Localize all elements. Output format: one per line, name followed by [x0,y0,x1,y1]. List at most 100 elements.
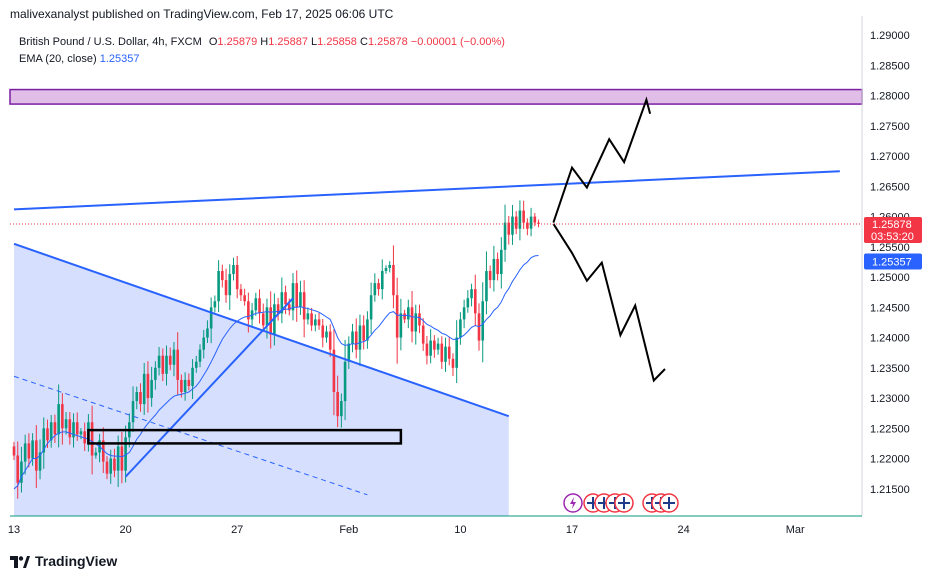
candle-body[interactable] [336,392,339,417]
candle-body[interactable] [407,307,410,320]
candle-body[interactable] [436,343,440,350]
candle-body[interactable] [325,331,328,338]
rising-trendline[interactable] [13,170,840,211]
candle-body[interactable] [198,349,202,362]
candle-body[interactable] [157,355,161,368]
support-box[interactable] [87,428,403,445]
candle-body[interactable] [529,216,533,229]
candle-body[interactable] [235,264,239,290]
candle-body[interactable] [462,307,466,320]
candle-body[interactable] [176,349,179,380]
candle-body[interactable] [377,283,380,290]
candle-body[interactable] [451,358,455,368]
candle-body[interactable] [191,367,194,386]
candle-body[interactable] [194,361,198,368]
candle-body[interactable] [358,325,362,350]
candle-body[interactable] [23,443,27,462]
candle-body[interactable] [105,461,109,474]
candle-body[interactable] [366,319,369,341]
candle-body[interactable] [369,295,373,320]
candle-body[interactable] [180,379,183,392]
candle-body[interactable] [101,440,105,462]
candle-body[interactable] [291,283,295,311]
candle-body[interactable] [447,346,451,359]
candle-body[interactable] [340,401,343,417]
candle-body[interactable] [314,319,317,326]
candle-body[interactable] [12,446,16,456]
candle-body[interactable] [299,292,302,308]
candle-body[interactable] [317,319,321,326]
falling-trendline[interactable] [13,242,510,418]
candle-body[interactable] [83,431,86,444]
candle-body[interactable] [254,298,258,311]
candle-body[interactable] [306,313,310,320]
candle-body[interactable] [518,210,522,229]
candle-body[interactable] [206,328,209,338]
candle-body[interactable] [373,283,377,296]
candle-body[interactable] [20,461,23,483]
candle-body[interactable] [116,446,120,471]
candle-body[interactable] [500,249,503,275]
candle-body[interactable] [187,379,191,386]
candle-body[interactable] [154,367,157,380]
candle-body[interactable] [42,428,46,453]
candle-body[interactable] [120,446,124,471]
candle-body[interactable] [265,307,269,326]
bearish-projection-path[interactable] [552,223,666,383]
candle-body[interactable] [328,331,332,350]
resistance-zone[interactable] [9,88,863,105]
candle-body[interactable] [232,264,235,275]
candle-body[interactable] [261,313,265,326]
candle-body[interactable] [511,216,514,235]
candle-body[interactable] [418,313,421,326]
candle-body[interactable] [280,292,284,314]
candle-body[interactable] [287,304,291,311]
candle-body[interactable] [507,222,511,235]
candle-body[interactable] [332,349,336,392]
candle-body[interactable] [168,355,172,365]
candle-body[interactable] [79,431,83,435]
candle-body[interactable] [276,304,280,314]
candle-body[interactable] [27,443,31,459]
candle-body[interactable] [403,313,406,320]
candle-body[interactable] [135,392,139,402]
candle-body[interactable] [183,379,187,392]
ema-label[interactable]: EMA (20, close) [19,53,97,65]
candle-body[interactable] [425,343,429,356]
candle-body[interactable] [142,373,146,405]
candle-body[interactable] [455,337,458,368]
candle-body[interactable] [310,313,313,326]
candle-body[interactable] [131,401,135,423]
candle-body[interactable] [38,452,42,471]
symbol-label[interactable]: British Pound / U.S. Dollar, 4h, FXCM [19,36,202,48]
candle-body[interactable] [46,428,49,441]
candle-body[interactable] [526,222,529,229]
candle-body[interactable] [221,271,224,281]
candle-body[interactable] [485,271,488,302]
candle-body[interactable] [113,458,116,471]
candle-body[interactable] [94,452,98,456]
support-trendline[interactable] [124,297,294,478]
candle-body[interactable] [90,422,94,456]
candle-body[interactable] [239,289,243,296]
candle-body[interactable] [284,292,287,305]
falling-dashed-line[interactable] [13,375,368,496]
candle-body[interactable] [165,355,168,374]
bullish-projection-path[interactable] [552,96,652,223]
candle-body[interactable] [150,379,153,399]
candle-body[interactable] [503,222,507,250]
candle-body[interactable] [224,280,228,296]
candle-body[interactable] [172,349,176,365]
candle-body[interactable] [35,440,38,471]
candle-body[interactable] [410,307,414,332]
candle-body[interactable] [533,216,537,223]
candle-body[interactable] [124,437,127,471]
candle-body[interactable] [392,264,395,296]
candle-body[interactable] [217,271,220,302]
tradingview-footer[interactable]: TradingView [10,553,117,569]
candle-body[interactable] [399,313,403,338]
candle-body[interactable] [351,331,354,344]
candle-body[interactable] [68,419,72,438]
candle-body[interactable] [388,264,392,268]
